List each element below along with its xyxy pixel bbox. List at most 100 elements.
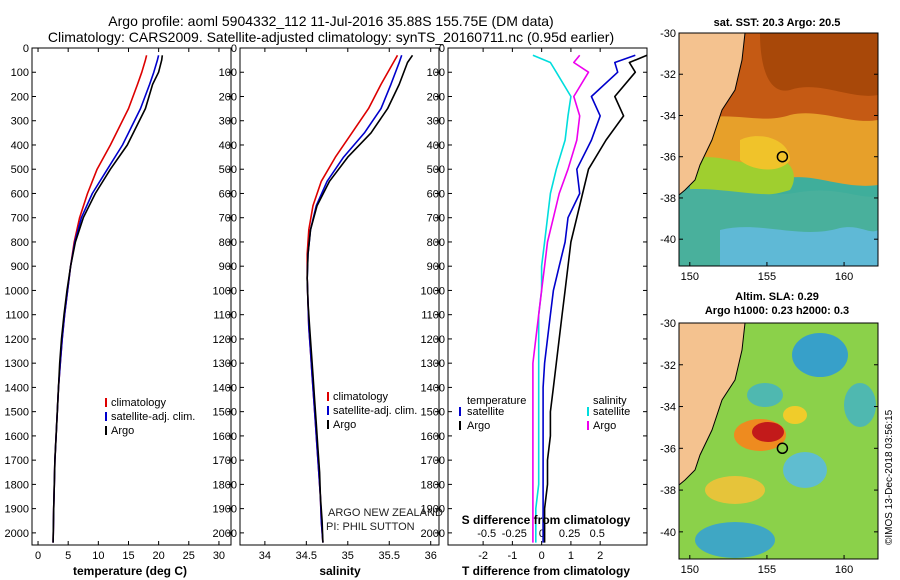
sst-map-title: sat. SST: 20.3 Argo: 20.5 bbox=[714, 17, 841, 29]
y-tick-label: 2000 bbox=[5, 528, 29, 540]
map-lat-label: -30 bbox=[660, 318, 676, 330]
figure-title-line1: Argo profile: aoml 5904332_112 11-Jul-20… bbox=[108, 13, 553, 29]
map-lon-label: 155 bbox=[758, 271, 776, 283]
y-tick-label: 1300 bbox=[213, 358, 237, 370]
x-tick-label: 2 bbox=[597, 550, 603, 562]
y-tick-label: 500 bbox=[427, 164, 445, 176]
temperature-series-lines bbox=[52, 55, 164, 543]
credit-line1: ARGO NEW ZEALAND bbox=[328, 507, 443, 519]
t-difference-axis-label: T difference from climatology bbox=[462, 564, 630, 578]
y-tick-label: 1200 bbox=[5, 334, 29, 346]
y-tick-label: 900 bbox=[219, 261, 237, 273]
sst-australia-land bbox=[679, 33, 746, 196]
x-tick-label: 34 bbox=[259, 550, 271, 562]
series-line-t-argo bbox=[543, 54, 648, 543]
map-lat-label: -38 bbox=[660, 485, 676, 497]
map-lat-label: -34 bbox=[660, 110, 676, 122]
series-line-argo bbox=[52, 55, 164, 543]
y-tick-label: 1900 bbox=[5, 504, 29, 516]
sla-moderate-high bbox=[705, 476, 765, 504]
x-tick-label: 0 bbox=[539, 550, 545, 562]
y-tick-label: 0 bbox=[23, 43, 29, 55]
s-diff-tick-label: 0.5 bbox=[590, 528, 605, 540]
y-tick-label: 1600 bbox=[213, 431, 237, 443]
temperature-legend: climatology satellite-adj. clim. Argo bbox=[105, 397, 195, 437]
map-lon-label: 160 bbox=[835, 271, 853, 283]
sst-map-ticks: -30 -32 -34 -36 -38 -40 150 155 160 bbox=[660, 28, 878, 283]
sst-yellow-patch bbox=[740, 136, 790, 170]
series-line-s-satellite bbox=[532, 54, 572, 543]
y-tick-label: 200 bbox=[11, 91, 29, 103]
y-tick-label: 800 bbox=[427, 237, 445, 249]
map-lat-label: -32 bbox=[660, 69, 676, 81]
y-tick-label: 1400 bbox=[5, 382, 29, 394]
y-tick-label: 1900 bbox=[213, 504, 237, 516]
y-tick-label: 1300 bbox=[5, 358, 29, 370]
difference-legend-temperature: temperature satellite Argo bbox=[459, 395, 526, 432]
map-lat-label: -36 bbox=[660, 152, 676, 164]
y-tick-label: 1100 bbox=[213, 310, 237, 322]
sst-argo-location-marker bbox=[776, 150, 789, 163]
x-tick-label: 5 bbox=[65, 550, 71, 562]
sla-map-ticks: -30 -32 -34 -36 -38 -40 150 155 160 bbox=[660, 318, 878, 576]
salinity-axis-label: salinity bbox=[319, 564, 361, 578]
s-diff-tick-label: 0.25 bbox=[559, 528, 580, 540]
sla-map-title-line2: Argo h1000: 0.23 h2000: 0.3 bbox=[705, 305, 849, 317]
y-tick-label: 500 bbox=[11, 164, 29, 176]
series-line-argo bbox=[306, 54, 414, 543]
sla-argo-location-marker bbox=[776, 442, 789, 455]
sst-cold-patch bbox=[720, 227, 878, 266]
map-lon-label: 160 bbox=[835, 564, 853, 576]
y-tick-label: 200 bbox=[427, 91, 445, 103]
y-tick-label: 1700 bbox=[5, 455, 29, 467]
x-tick-label: 35.5 bbox=[379, 550, 400, 562]
map-lat-label: -38 bbox=[660, 193, 676, 205]
y-tick-label: 1800 bbox=[213, 479, 237, 491]
legend-s-climatology-label: climatology bbox=[333, 391, 389, 403]
y-tick-label: 1400 bbox=[213, 382, 237, 394]
salinity-profile-panel: 0100200300400500600700800900100011001200… bbox=[213, 43, 443, 578]
y-tick-label: 300 bbox=[427, 116, 445, 128]
y-tick-label: 1000 bbox=[421, 285, 445, 297]
y-tick-label: 600 bbox=[11, 188, 29, 200]
y-tick-label: 1500 bbox=[213, 407, 237, 419]
sla-map-frame bbox=[678, 322, 879, 560]
y-tick-label: 1300 bbox=[421, 358, 445, 370]
imos-credit: ©IMOS 13-Dec-2018 03:56:15 bbox=[884, 409, 895, 545]
y-tick-label: 300 bbox=[219, 116, 237, 128]
y-tick-label: 800 bbox=[11, 237, 29, 249]
legend-satellite-label: satellite-adj. clim. bbox=[111, 411, 195, 423]
legend-s-sat-label: satellite bbox=[593, 406, 630, 418]
y-tick-label: 1100 bbox=[421, 310, 445, 322]
map-lon-label: 150 bbox=[681, 271, 699, 283]
sla-map-title-line1: Altim. SLA: 0.29 bbox=[735, 291, 819, 303]
y-tick-label: 1500 bbox=[5, 407, 29, 419]
sla-high-anomaly-small bbox=[783, 406, 807, 424]
x-tick-label: 30 bbox=[213, 550, 225, 562]
series-line-s-argo bbox=[532, 54, 590, 543]
map-lon-label: 150 bbox=[681, 564, 699, 576]
legend-t-argo-label: Argo bbox=[467, 420, 490, 432]
legend-temperature-title: temperature bbox=[467, 395, 526, 407]
y-tick-label: 1600 bbox=[421, 431, 445, 443]
y-tick-label: 1200 bbox=[213, 334, 237, 346]
y-tick-label: 0 bbox=[231, 43, 237, 55]
legend-s-arg-label: Argo bbox=[593, 420, 616, 432]
y-tick-label: 400 bbox=[427, 140, 445, 152]
sla-low-anomaly-2 bbox=[747, 383, 783, 407]
s-diff-tick-label: -0.5 bbox=[477, 528, 496, 540]
legend-t-satellite-label: satellite bbox=[467, 406, 504, 418]
figure-title-line2: Climatology: CARS2009. Satellite-adjuste… bbox=[48, 29, 614, 45]
map-lat-label: -30 bbox=[660, 28, 676, 40]
sla-low-anomaly-5 bbox=[695, 522, 775, 558]
sla-high-anomaly-core bbox=[752, 422, 784, 442]
y-tick-label: 400 bbox=[11, 140, 29, 152]
y-tick-label: 2000 bbox=[213, 528, 237, 540]
x-tick-label: 10 bbox=[92, 550, 104, 562]
y-tick-label: 2000 bbox=[421, 528, 445, 540]
map-lat-label: -40 bbox=[660, 234, 676, 246]
y-tick-label: 1700 bbox=[421, 455, 445, 467]
x-tick-label: 1 bbox=[568, 550, 574, 562]
y-tick-label: 1000 bbox=[5, 285, 29, 297]
